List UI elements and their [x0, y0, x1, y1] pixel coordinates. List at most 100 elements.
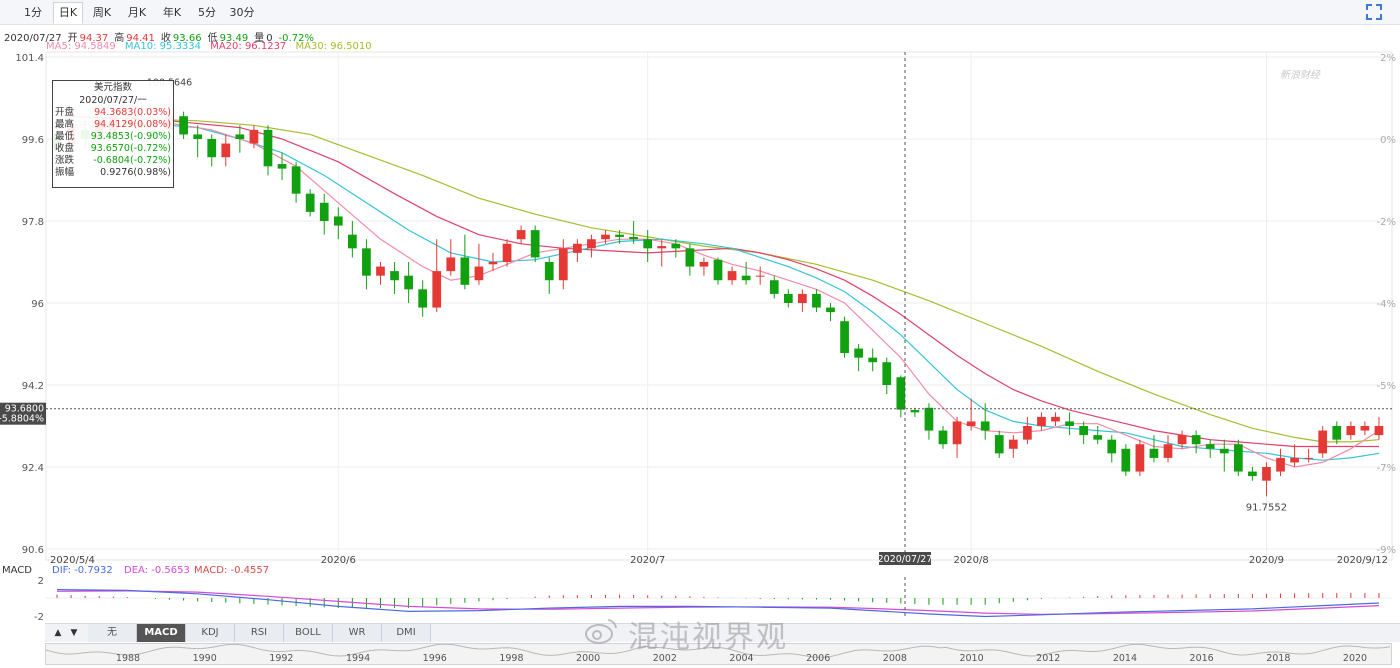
navigator-year-label: 2006: [806, 653, 830, 664]
candle: [896, 375, 906, 418]
navigator-year-label: 1996: [423, 653, 447, 664]
candle: [404, 262, 413, 303]
candle: [362, 239, 371, 290]
indicator-tab-rsi[interactable]: RSI: [235, 624, 284, 642]
candle: [1121, 444, 1131, 477]
candle-body: [1304, 457, 1314, 459]
candle: [601, 230, 610, 244]
candle: [277, 152, 287, 180]
chart-axes: 101.4 2% 99.6 0% 97.8 -2% 96 -4% 94.2 -5% 92.4 -7% 9…: [15, 53, 1396, 566]
candle-body: [685, 248, 695, 267]
indicator-tab-kdj[interactable]: KDJ: [186, 624, 235, 642]
macd-name: MACD: [2, 565, 32, 576]
candle-body: [1233, 444, 1243, 472]
candle-body: [1262, 467, 1271, 481]
candle-body: [755, 275, 765, 277]
candle: [1037, 412, 1046, 431]
candle-body: [713, 259, 723, 281]
tab-yearly-k[interactable]: 年K: [162, 6, 182, 19]
candle: [854, 344, 863, 372]
candle-body: [952, 421, 962, 445]
y-tick-label: 94.2: [22, 381, 44, 392]
candle: [629, 221, 638, 244]
pct-tick-label: -9%: [1377, 545, 1396, 556]
candle-body: [812, 293, 821, 308]
tab-5min[interactable]: 5分: [198, 6, 216, 19]
tooltip-date: 2020/07/27/一: [79, 95, 147, 106]
crosshair-price-label: 93.6800: [5, 404, 44, 415]
candle: [910, 407, 920, 417]
candle-body: [502, 243, 512, 262]
ma20-legend: MA20: 96.1237: [210, 41, 287, 52]
candle-body: [1008, 439, 1018, 449]
candle: [390, 262, 399, 294]
candle-body: [1163, 444, 1173, 458]
y-tick-label: 101.4: [15, 53, 44, 64]
pct-tick-label: -4%: [1377, 299, 1396, 310]
candle: [671, 239, 681, 258]
tooltip-key: 最高: [55, 119, 75, 130]
tooltip-value: 93.6570(-0.72%): [90, 143, 171, 154]
candle-body: [319, 202, 329, 221]
indicator-tab-boll[interactable]: BOLL: [284, 624, 333, 642]
indicator-tab-none[interactable]: 无: [88, 624, 137, 642]
scroll-down-arrow-icon[interactable]: ▼: [70, 628, 78, 638]
indicator-tab-macd[interactable]: MACD: [137, 624, 186, 642]
high-label: 高: [114, 33, 125, 44]
candle: [1093, 426, 1103, 445]
tab-30min[interactable]: 30分: [229, 6, 255, 19]
candle: [1374, 416, 1384, 440]
navigator-year-label: 2002: [653, 653, 677, 664]
candle: [291, 161, 301, 203]
y-tick-label: 97.8: [22, 217, 44, 228]
tooltip-value: -0.6804(-0.72%): [93, 155, 171, 166]
candle-body: [629, 236, 638, 240]
candle-body: [1346, 426, 1356, 436]
candle-body: [179, 116, 188, 135]
tab-daily-k[interactable]: 日K: [53, 2, 83, 24]
candle-body: [488, 262, 498, 265]
candle: [1135, 439, 1145, 477]
fullscreen-icon[interactable]: [1366, 4, 1382, 20]
x-tick-label: 2020/9/12: [1337, 555, 1388, 566]
candle: [1008, 435, 1018, 458]
quote-date: 2020/07/27: [4, 33, 62, 44]
brand-watermark: 新浪财经: [1280, 69, 1321, 81]
navigator-year-label: 1994: [346, 653, 370, 664]
x-tick-label: 2020/6: [321, 555, 356, 566]
indicator-tab-dmi[interactable]: DMI: [382, 624, 431, 642]
candle: [1360, 421, 1370, 436]
candle: [882, 357, 892, 395]
candle: [643, 230, 653, 262]
tooltip-key: 振幅: [55, 167, 75, 178]
tab-monthly-k[interactable]: 月K: [127, 6, 147, 19]
navigator-year-label: 2012: [1036, 653, 1060, 664]
candlestick-chart[interactable]: 101.4 2% 99.6 0% 97.8 -2% 96 -4% 94.2 -5% 92.4 -7% 9…: [0, 0, 1400, 623]
candle: [376, 262, 385, 285]
candle-body: [1318, 430, 1328, 454]
indicator-tab-wr[interactable]: WR: [333, 624, 382, 642]
pct-tick-label: 0%: [1380, 135, 1396, 146]
history-navigator[interactable]: 1988 1990 1992 1994 1996 1998 2000 2002 2004 2006…: [45, 643, 1392, 665]
y-tick-label: 92.4: [22, 463, 44, 474]
candle-body: [1135, 444, 1145, 472]
candle-body: [1360, 426, 1370, 431]
tab-weekly-k[interactable]: 周K: [92, 6, 112, 19]
candle: [1177, 430, 1187, 449]
candle: [1149, 435, 1159, 463]
y-tick-label: 99.6: [22, 135, 44, 146]
candle: [1219, 439, 1229, 472]
candle: [221, 134, 231, 167]
macd-dif-line: [56, 589, 1380, 618]
candle-body: [1093, 435, 1103, 440]
tab-1min[interactable]: 1分: [24, 6, 42, 19]
candle-body: [882, 362, 892, 385]
candle: [530, 225, 540, 262]
close-label: 收: [160, 33, 171, 44]
min-annotation: 91.7552: [1246, 502, 1287, 513]
scroll-up-arrow-icon[interactable]: ▲: [54, 628, 62, 638]
candle: [1276, 448, 1285, 477]
navigator-year-label: 2004: [729, 653, 753, 664]
candle-body: [671, 243, 681, 249]
candle: [1205, 439, 1215, 458]
